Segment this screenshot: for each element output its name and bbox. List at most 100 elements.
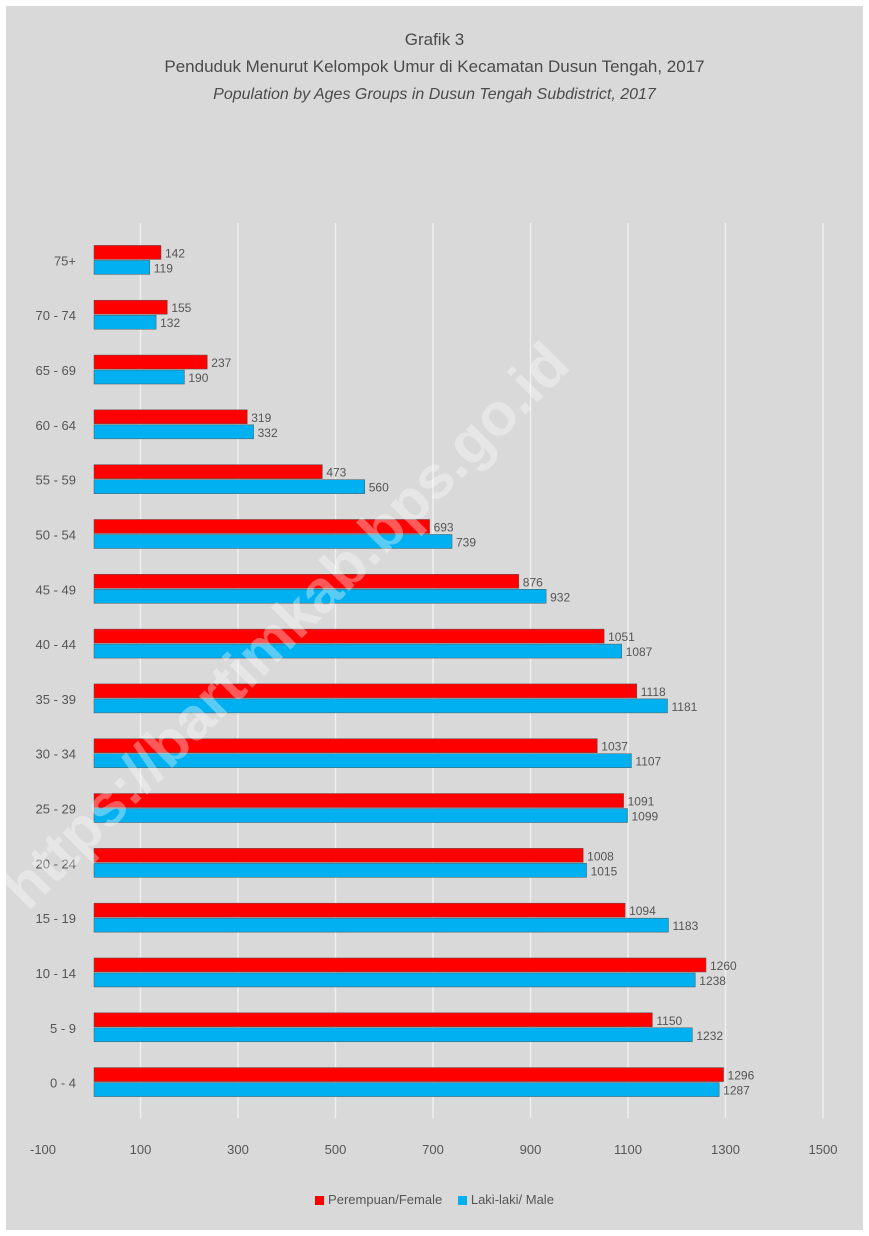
data-label-female: 1094	[629, 904, 656, 918]
bar-female	[93, 519, 430, 534]
data-label-male: 119	[154, 261, 173, 275]
y-tick-label: 65 - 69	[36, 363, 76, 378]
legend-label-male: Laki-laki/ Male	[470, 1192, 554, 1207]
data-label-male: 1181	[671, 700, 697, 714]
y-tick-label: 40 - 44	[36, 637, 76, 652]
y-tick-label: 15 - 19	[36, 911, 76, 926]
bar-male	[93, 698, 668, 714]
data-label-female: 1296	[728, 1069, 755, 1083]
data-label-male: 332	[258, 426, 278, 440]
bar-male	[93, 1027, 693, 1043]
legend-swatch-female	[315, 1196, 325, 1206]
data-label-female: 693	[434, 520, 454, 534]
bar-male	[93, 753, 632, 768]
data-label-female: 237	[211, 356, 231, 370]
y-tick-label: 25 - 29	[36, 802, 76, 817]
data-label-female: 473	[326, 466, 346, 480]
bar-female	[93, 299, 168, 315]
bar-female	[93, 683, 638, 699]
bar-female	[93, 409, 248, 425]
y-tick-label: 75+	[54, 253, 76, 268]
y-tick-label: 60 - 64	[36, 418, 76, 433]
bar-female	[93, 738, 598, 753]
x-tick-label: 700	[422, 1142, 444, 1157]
data-label-male: 1107	[635, 755, 661, 769]
y-tick-label: 55 - 59	[36, 473, 76, 488]
data-label-male: 1183	[672, 919, 698, 933]
x-tick-label: 500	[325, 1142, 347, 1157]
bar-male	[93, 1082, 720, 1097]
data-label-male: 1232	[696, 1029, 723, 1043]
bar-female	[93, 793, 624, 808]
bar-female	[93, 245, 162, 260]
bar-male	[93, 863, 587, 878]
data-label-female: 155	[171, 301, 191, 315]
y-tick-label: 35 - 39	[36, 692, 76, 707]
data-label-male: 190	[188, 371, 208, 385]
data-label-female: 1037	[601, 740, 628, 754]
y-tick-label: 0 - 4	[50, 1076, 76, 1091]
data-label-male: 132	[160, 316, 180, 330]
bar-male	[93, 369, 185, 385]
legend-label-female: Perempuan/Female	[328, 1192, 443, 1207]
data-label-female: 1008	[587, 849, 614, 863]
bar-female	[93, 464, 323, 479]
bar-male	[93, 972, 696, 988]
data-label-female: 1051	[608, 630, 635, 644]
legend-item-female: Perempuan/Female	[315, 1192, 442, 1207]
y-tick-label: 10 - 14	[36, 966, 76, 981]
bar-female	[93, 1012, 653, 1028]
chart-title: Penduduk Menurut Kelompok Umur di Kecama…	[164, 57, 705, 76]
x-tick-label: 900	[520, 1142, 542, 1157]
x-tick-label: 1500	[809, 1142, 838, 1157]
data-label-male: 932	[550, 590, 570, 604]
bar-male	[93, 643, 622, 659]
x-tick-label: 100	[130, 1142, 152, 1157]
y-tick-label: 50 - 54	[36, 527, 76, 542]
data-label-male: 1099	[632, 810, 659, 824]
bar-male	[93, 534, 453, 549]
legend-item-male: Laki-laki/ Male	[457, 1192, 554, 1207]
data-label-male: 1015	[591, 864, 618, 878]
data-label-male: 1087	[626, 645, 653, 659]
bar-male	[93, 424, 254, 440]
bar-female	[93, 574, 520, 589]
y-tick-label: 70 - 74	[36, 308, 76, 323]
data-label-male: 1287	[723, 1084, 750, 1098]
bar-male	[93, 917, 669, 933]
bar-female	[93, 354, 208, 370]
bar-male	[93, 808, 628, 823]
x-tick-label: 300	[227, 1142, 249, 1157]
y-tick-label: 5 - 9	[50, 1021, 76, 1036]
y-tick-label: 20 - 24	[36, 856, 76, 871]
x-tick-label: 1100	[614, 1142, 642, 1157]
x-tick-label: -100	[30, 1142, 56, 1157]
data-label-female: 142	[165, 246, 185, 260]
data-label-male: 560	[369, 481, 389, 495]
x-tick-label: 1300	[711, 1142, 740, 1157]
data-label-male: 1238	[699, 974, 726, 988]
bar-female	[93, 1067, 724, 1082]
chart-subtitle: Population by Ages Groups in Dusun Tenga…	[213, 86, 656, 103]
y-tick-label: 45 - 49	[36, 582, 76, 597]
data-label-female: 876	[523, 575, 543, 589]
figure-number: Grafik 3	[404, 30, 465, 49]
y-tick-label: 30 - 34	[36, 747, 76, 762]
bar-male	[93, 589, 547, 604]
chart-header: Grafik 3 Penduduk Menurut Kelompok Umur …	[0, 28, 869, 108]
bar-female	[93, 957, 707, 973]
data-label-female: 1150	[656, 1014, 682, 1028]
data-label-female: 319	[251, 411, 271, 425]
data-label-female: 1118	[641, 685, 666, 699]
bar-female	[93, 902, 626, 918]
data-label-male: 739	[456, 535, 476, 549]
legend-swatch-male	[457, 1196, 467, 1206]
bar-female	[93, 848, 584, 863]
bar-male	[93, 260, 151, 275]
bar-female	[93, 628, 605, 644]
data-label-female: 1260	[710, 959, 737, 973]
data-label-female: 1091	[628, 795, 655, 809]
chart-legend: Perempuan/Female Laki-laki/ Male	[0, 1192, 869, 1207]
bar-male	[93, 479, 365, 494]
